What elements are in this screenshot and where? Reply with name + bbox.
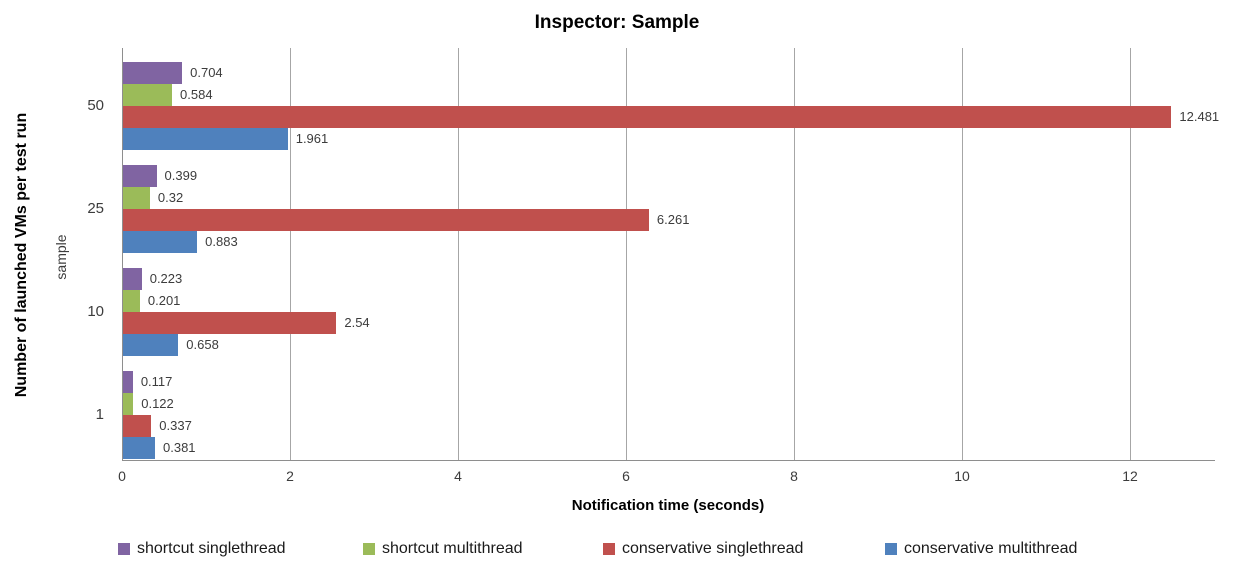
bar-value-label: 0.201 xyxy=(147,293,181,308)
bar-value-label: 0.337 xyxy=(159,418,192,433)
bar-value-label: 0.658 xyxy=(186,337,219,352)
y-axis-secondary-label: sample xyxy=(53,234,69,280)
bar-shortcut-singlethread-10 xyxy=(123,268,142,290)
gridline-x-8 xyxy=(794,48,795,460)
x-tick-label-0: 0 xyxy=(118,468,126,484)
gridline-x-4 xyxy=(458,48,459,460)
y-tick-label-1: 1 xyxy=(95,406,104,423)
plot-area: 0.704 0.584 12.481 1.961 0.399 0.32 6.261 0.883… xyxy=(122,48,1219,461)
x-axis-title: Notification time (seconds) xyxy=(571,497,765,514)
x-tick-label-8: 8 xyxy=(790,468,798,484)
x-tick-label-4: 4 xyxy=(454,468,462,484)
bar-shortcut-multithread-50 xyxy=(123,84,173,106)
legend: shortcut singlethread shortcut multithrea… xyxy=(0,538,1234,562)
bar-shortcut-multithread-25 xyxy=(123,187,150,209)
x-tick-label-2: 2 xyxy=(286,468,294,484)
legend-item-shortcut-multithread: shortcut multithread xyxy=(363,538,523,560)
x-tick-label-12: 12 xyxy=(1122,468,1138,484)
bar-shortcut-multithread-10 xyxy=(123,290,140,312)
bar-value-label: 0.122 xyxy=(141,396,174,411)
bar-conservative-singlethread-10 xyxy=(123,312,337,334)
bar-conservative-singlethread-1 xyxy=(123,415,152,437)
legend-swatch-icon xyxy=(118,543,130,555)
bar-value-label: 12.481 xyxy=(1179,109,1220,124)
bar-value-label: 0.32 xyxy=(157,190,184,205)
bar-shortcut-multithread-1 xyxy=(123,393,134,415)
legend-label: conservative multithread xyxy=(904,540,1078,557)
bar-shortcut-singlethread-1 xyxy=(123,371,133,393)
chart-title: Inspector: Sample xyxy=(534,12,700,33)
bar-value-label: 0.223 xyxy=(149,271,183,286)
bar-value-label: 6.261 xyxy=(656,212,690,227)
bar-shortcut-singlethread-25 xyxy=(123,165,157,187)
bar-value-label: 0.704 xyxy=(190,65,223,80)
legend-label: shortcut multithread xyxy=(382,540,523,557)
legend-label: conservative singlethread xyxy=(622,540,804,557)
bar-value-label: 0.883 xyxy=(205,234,238,249)
bar-shortcut-singlethread-50 xyxy=(123,62,183,84)
x-tick-label-6: 6 xyxy=(622,468,630,484)
bar-conservative-singlethread-50 xyxy=(123,106,1172,128)
bar-conservative-multithread-1 xyxy=(123,437,155,459)
legend-swatch-icon xyxy=(603,543,615,555)
gridline-x-12 xyxy=(1130,48,1131,460)
gridline-x-10 xyxy=(962,48,963,460)
x-tick-label-10: 10 xyxy=(954,468,970,484)
legend-item-shortcut-singlethread: shortcut singlethread xyxy=(118,538,286,560)
bar-value-label: 0.399 xyxy=(164,168,198,183)
gridline-x-6 xyxy=(626,48,627,460)
bar-conservative-singlethread-25 xyxy=(123,209,649,231)
legend-swatch-icon xyxy=(885,543,897,555)
y-tick-label-50: 50 xyxy=(87,97,104,114)
legend-item-conservative-multithread: conservative multithread xyxy=(885,538,1077,560)
legend-item-conservative-singlethread: conservative singlethread xyxy=(603,538,803,560)
bar-value-label: 0.117 xyxy=(140,374,173,389)
bar-conservative-multithread-25 xyxy=(123,231,198,253)
bar-value-label: 0.381 xyxy=(163,440,196,455)
bar-value-label: 1.961 xyxy=(295,131,329,146)
gridline-x-2 xyxy=(290,48,291,460)
bar-conservative-multithread-50 xyxy=(123,128,288,150)
bar-conservative-multithread-10 xyxy=(123,334,179,356)
bar-value-label: 0.584 xyxy=(180,87,213,102)
y-axis-title: Number of launched VMs per test run xyxy=(13,112,30,398)
y-tick-label-10: 10 xyxy=(87,303,104,320)
y-tick-label-25: 25 xyxy=(87,200,104,217)
bar-value-label: 2.54 xyxy=(344,315,370,330)
legend-swatch-icon xyxy=(363,543,375,555)
legend-label: shortcut singlethread xyxy=(137,540,286,557)
